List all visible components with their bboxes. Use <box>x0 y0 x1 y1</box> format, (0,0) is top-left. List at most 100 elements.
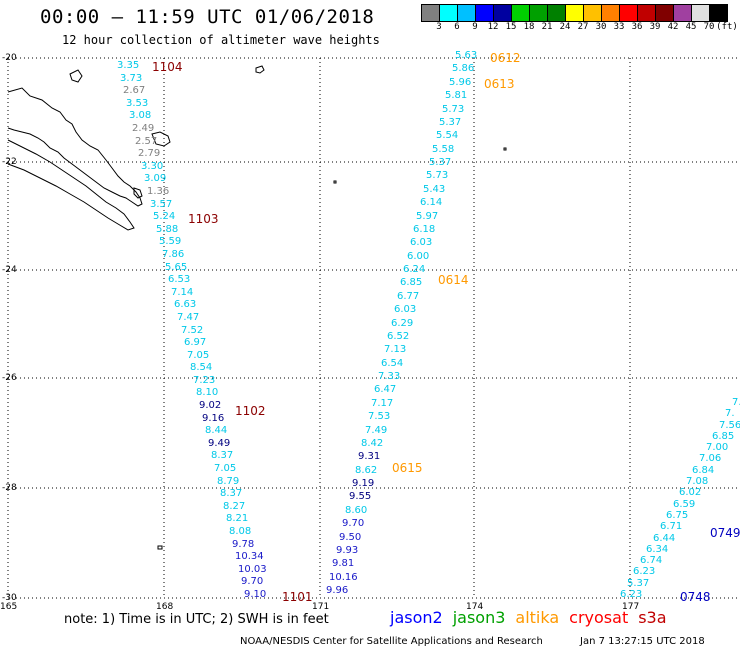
wave-height-value: 6.14 <box>420 197 443 208</box>
wave-height-value: 8.21 <box>226 513 249 524</box>
color-scale-cell <box>584 5 602 21</box>
footer-note: note: 1) Time is in UTC; 2) SWH is in fe… <box>64 612 329 627</box>
wave-height-value: 6.18 <box>413 224 436 235</box>
wave-height-value: 5.97 <box>416 211 439 222</box>
color-scale-label: 42 <box>667 22 679 32</box>
wave-height-value: 5.73 <box>442 104 465 115</box>
color-scale-cell <box>710 5 727 21</box>
wave-height-value: 6.03 <box>410 237 433 248</box>
latitude-label: -20 <box>2 53 17 63</box>
wave-height-value: 6.75 <box>666 510 689 521</box>
wave-height-value: 6.53 <box>168 274 191 285</box>
wave-height-value: 6.03 <box>394 304 417 315</box>
color-scale-cell <box>440 5 458 21</box>
wave-height-value: 6.34 <box>646 544 669 555</box>
map-title: 00:00 – 11:59 UTC 01/06/2018 <box>40 6 375 28</box>
color-scale-label: 45 <box>685 22 697 32</box>
longitude-label: 174 <box>466 602 484 612</box>
color-scale-label: 18 <box>523 22 535 32</box>
color-scale-cell <box>656 5 674 21</box>
map-grid <box>7 57 740 599</box>
wave-height-value: 5.86 <box>452 63 475 74</box>
wave-height-value: 6.77 <box>397 291 420 302</box>
wave-height-value: 9.70 <box>342 518 365 529</box>
wave-height-value: 6.54 <box>381 358 404 369</box>
wave-height-value: 7.33 <box>378 371 401 382</box>
wave-height-value: 8.37 <box>220 488 243 499</box>
legend-entry-s3a: s3a <box>638 608 667 627</box>
wave-height-value: 2.67 <box>123 85 146 96</box>
wave-height-value: 8.27 <box>223 501 246 512</box>
color-scale-label: 12 <box>487 22 499 32</box>
wave-height-value: 7.56 <box>719 420 740 431</box>
color-scale-cell <box>638 5 656 21</box>
latitude-label: -24 <box>2 265 17 275</box>
color-scale-label: 36 <box>631 22 643 32</box>
wave-height-value: 9.19 <box>352 478 375 489</box>
color-scale-cell <box>458 5 476 21</box>
wave-height-value: 6.85 <box>400 277 423 288</box>
wave-height-value: 7.08 <box>686 476 709 487</box>
color-scale-cell <box>566 5 584 21</box>
footer-timestamp: Jan 7 13:27:15 UTC 2018 <box>580 636 705 647</box>
wave-height-value: 7.23 <box>193 375 216 386</box>
longitude-label: 168 <box>156 602 174 612</box>
wave-height-value: 1.36 <box>147 186 170 197</box>
wave-height-value: 3.73 <box>120 73 143 84</box>
wave-height-value: 7. <box>732 397 740 408</box>
wave-height-value: 9.55 <box>349 491 372 502</box>
wave-height-value: 8.10 <box>196 387 219 398</box>
wave-height-value: 9.78 <box>232 539 255 550</box>
color-scale-bar <box>421 4 728 22</box>
color-scale-label: 30 <box>595 22 607 32</box>
wave-height-value: 6.52 <box>387 331 410 342</box>
coastline <box>7 65 507 550</box>
pass-time-label: 1101 <box>282 590 313 604</box>
wave-height-value: 9.50 <box>339 532 362 543</box>
color-scale-cell <box>620 5 638 21</box>
wave-height-value: 9.16 <box>202 413 225 424</box>
wave-height-value: 9.31 <box>358 451 381 462</box>
pass-time-label: 0612 <box>490 51 521 65</box>
wave-height-value: 10.16 <box>329 572 358 583</box>
pass-time-label: 0615 <box>392 461 423 475</box>
pass-time-label: 1103 <box>188 212 219 226</box>
wave-height-value: 8.08 <box>229 526 252 537</box>
color-scale-cell <box>548 5 566 21</box>
wave-height-value: 7.06 <box>699 453 722 464</box>
wave-height-value: 6.84 <box>692 465 715 476</box>
wave-height-value: 7. <box>725 408 735 419</box>
longitude-label: 177 <box>622 602 640 612</box>
legend-entry-jason2: jason2 <box>390 608 443 627</box>
map-subtitle: 12 hour collection of altimeter wave hei… <box>62 33 380 47</box>
color-scale-label: 9 <box>472 22 478 32</box>
wave-height-value: 5.37 <box>439 117 462 128</box>
wave-height-value: 7.53 <box>368 411 391 422</box>
wave-height-value: 6.47 <box>374 384 397 395</box>
wave-height-value: 6.97 <box>184 337 207 348</box>
color-scale-cell <box>674 5 692 21</box>
wave-height-value: 6.85 <box>712 431 735 442</box>
pass-time-label: 0748 <box>680 590 711 604</box>
pass-time-label: 0614 <box>438 273 469 287</box>
wave-height-value: 5.59 <box>159 236 182 247</box>
wave-height-value: 5.65 <box>165 262 188 273</box>
wave-height-value: 6.59 <box>673 499 696 510</box>
wave-height-value: 9.93 <box>336 545 359 556</box>
wave-height-value: 5.88 <box>156 224 179 235</box>
wave-height-value: 5.37 <box>627 578 650 589</box>
wave-height-value: 7.14 <box>171 287 194 298</box>
wave-height-value: 8.37 <box>211 450 234 461</box>
color-scale-cell <box>512 5 530 21</box>
footer-credit: NOAA/NESDIS Center for Satellite Applica… <box>240 636 543 647</box>
color-scale-label: 39 <box>649 22 661 32</box>
wave-height-value: 7.49 <box>365 425 388 436</box>
color-scale-label: 15 <box>505 22 517 32</box>
wave-height-value: 8.79 <box>217 476 240 487</box>
wave-height-value: 6.63 <box>174 299 197 310</box>
wave-height-value: 10.03 <box>238 564 267 575</box>
wave-height-value: 6.44 <box>653 533 676 544</box>
longitude-label: 165 <box>0 602 18 612</box>
wave-height-value: 6.71 <box>660 521 683 532</box>
